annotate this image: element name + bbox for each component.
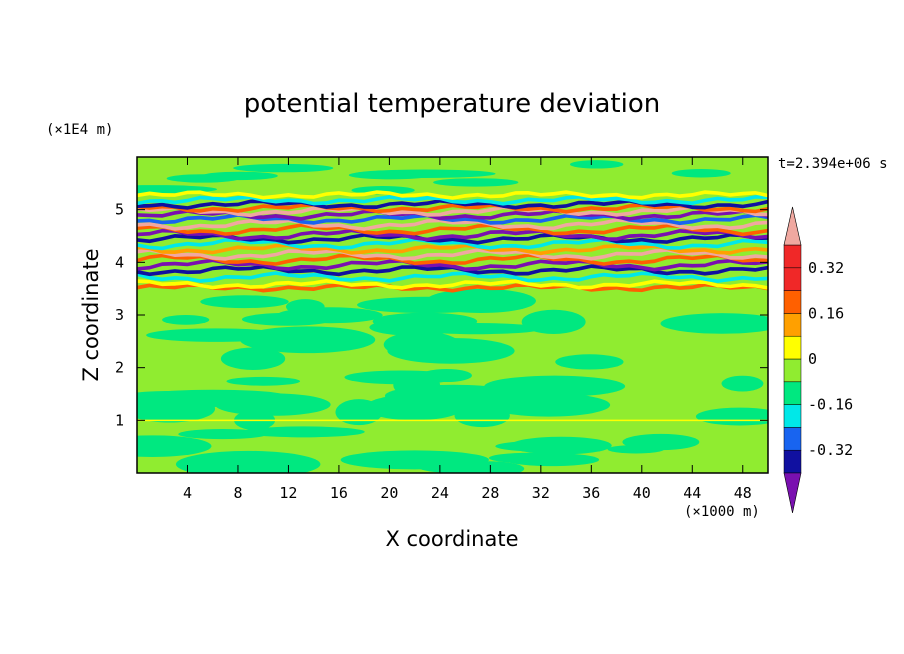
contour-band [137,194,768,206]
contour-patch [219,462,268,471]
contour-patch [384,384,523,407]
colorbar-label: -0.16 [808,396,853,414]
contour-patch [660,313,768,334]
contour-band [137,253,768,266]
contour-patch [344,370,459,385]
contour-patch [276,307,383,324]
contour-patch [387,337,515,364]
contour-patch [214,393,331,416]
contour-patch [695,407,768,426]
x-units-label: (×1000 m) [684,504,760,520]
contour-band [137,228,768,242]
y-tick-label: 4 [115,253,124,271]
contour-patch [226,376,301,386]
x-tick-label: 8 [233,484,242,502]
plot-area [137,157,768,473]
y-tick-label: 3 [115,306,124,324]
y-tick-label: 5 [115,201,124,219]
contour-patch [354,169,496,178]
contour-patch [175,450,321,473]
contour-patch [671,169,731,178]
contour-patch [425,288,536,314]
colorbar-segment [783,404,802,428]
contour-patch [200,295,289,309]
contour-patch [484,375,626,397]
contour-patch [137,395,216,423]
contour-band [137,232,768,245]
colorbar-segment [783,358,802,383]
contour-patch [409,323,543,335]
contour-band [137,258,768,272]
contour-band [137,209,768,221]
colorbar-segment [783,381,802,405]
contour-patch [622,433,700,451]
x-tick-label: 12 [279,484,297,502]
colorbar-segment [783,427,802,451]
colorbar-label: 0.16 [808,304,844,322]
x-tick-label: 32 [532,484,550,502]
contour-patch [242,426,365,438]
contour-patch [555,354,624,370]
x-axis-label: X coordinate [385,527,518,551]
contour-band [137,279,768,290]
colorbar-segment [783,244,802,269]
contour-patch [569,160,624,169]
colorbar-segment [783,335,802,360]
contour-patch [166,174,240,183]
x-tick-label: 28 [481,484,499,502]
contour-band [137,223,768,237]
colorbar-label: -0.32 [808,441,853,459]
colorbar-label: 0 [808,350,817,368]
contour-patch [162,315,210,325]
colorbar-max-arrow [783,206,802,246]
colorbar-segment [783,290,802,314]
x-tick-label: 20 [380,484,398,502]
colorbar-segment [783,449,802,474]
y-tick-label: 2 [115,359,124,377]
y-axis-label: Z coordinate [79,248,103,381]
contour-band [137,202,768,214]
time-label: t=2.394e+06 s [778,156,888,172]
x-tick-label: 48 [734,484,752,502]
contour-band [137,271,768,283]
contour-patch [433,178,519,187]
contour-patch [721,375,764,392]
x-tick-label: 16 [330,484,348,502]
chart-title: potential temperature deviation [244,89,660,119]
x-tick-label: 24 [431,484,449,502]
contour-band [137,190,768,200]
contour-patch [488,452,573,464]
contour-band [137,248,768,261]
x-tick-label: 44 [683,484,701,502]
x-tick-label: 4 [183,484,192,502]
y-units-label: (×1E4 m) [46,122,113,138]
colorbar: 0.32 0.16 0 -0.16 -0.32 [783,206,853,514]
contour-patch [495,440,611,453]
colorbar-segment [783,267,802,291]
colorbar-segment [783,313,802,337]
x-tick-label: 36 [582,484,600,502]
x-tick-label: 40 [633,484,651,502]
contour-band [137,205,768,218]
contour-patch [233,163,334,173]
colorbar-min-arrow [783,472,802,514]
y-tick-label: 1 [115,411,124,429]
contour-patch [137,435,212,457]
contour-patch [146,328,286,342]
contour-patch [340,450,489,470]
contour-patch [220,347,286,370]
colorbar-label: 0.32 [808,259,844,277]
